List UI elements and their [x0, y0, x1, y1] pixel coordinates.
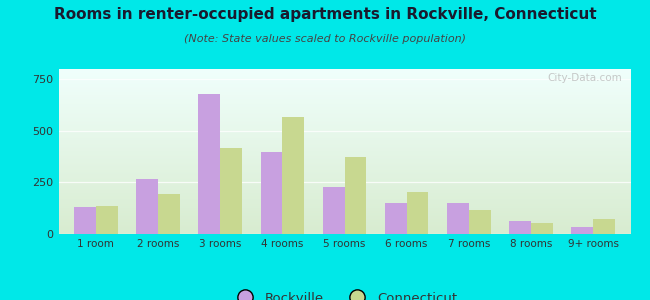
Bar [469, 210, 491, 234]
Text: City-Data.com: City-Data.com [547, 73, 622, 83]
Bar [220, 148, 242, 234]
Text: (Note: State values scaled to Rockville population): (Note: State values scaled to Rockville … [184, 34, 466, 44]
Bar [509, 220, 531, 234]
Bar [571, 227, 593, 234]
Bar [282, 118, 304, 234]
Bar [385, 203, 407, 234]
Bar [593, 218, 615, 234]
Bar [136, 179, 158, 234]
Bar [74, 207, 96, 234]
Bar [198, 94, 220, 234]
Legend: Rockville, Connecticut: Rockville, Connecticut [227, 287, 462, 300]
Bar [407, 192, 428, 234]
Bar [447, 203, 469, 234]
Bar [261, 152, 282, 234]
Text: Rooms in renter-occupied apartments in Rockville, Connecticut: Rooms in renter-occupied apartments in R… [54, 8, 596, 22]
Bar [158, 194, 180, 234]
Bar [96, 206, 118, 234]
Bar [344, 157, 366, 234]
Bar [531, 223, 552, 234]
Bar [323, 187, 345, 234]
